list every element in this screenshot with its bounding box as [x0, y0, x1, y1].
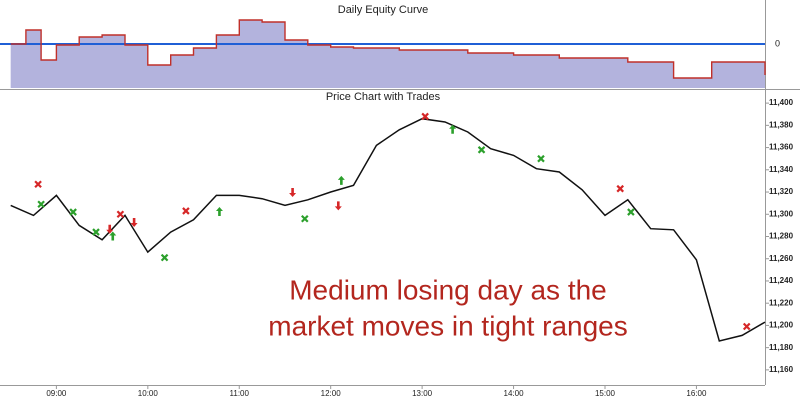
y-tick-label: 11,320 — [769, 187, 794, 196]
equity-area — [10, 20, 765, 88]
trade-entry — [106, 224, 114, 234]
x-tick-label: 13:00 — [412, 389, 433, 398]
x-tick-label: 16:00 — [686, 389, 707, 398]
equity-title: Daily Equity Curve — [338, 4, 428, 16]
trade-exit — [92, 228, 100, 236]
trade-entry — [449, 124, 457, 134]
x-tick-label: 14:00 — [504, 389, 525, 398]
trade-exit — [301, 214, 309, 223]
y-tick-label: 11,260 — [769, 254, 794, 263]
trade-exit — [477, 146, 486, 154]
y-tick-label: 11,220 — [769, 298, 794, 307]
annotation: market moves in tight ranges — [268, 310, 628, 341]
x-tick-label: 10:00 — [138, 389, 159, 398]
trade-exit — [69, 208, 77, 216]
annotation: Medium losing day as the — [289, 274, 607, 305]
trade-exit — [742, 322, 751, 331]
trade-entry — [130, 218, 138, 228]
y-tick-label: 11,160 — [769, 365, 794, 374]
trade-exit — [616, 184, 625, 193]
y-tick-label: 11,180 — [769, 343, 794, 352]
x-tick-label: 09:00 — [46, 389, 67, 398]
y-tick-label: 11,380 — [769, 120, 794, 129]
price-title: Price Chart with Trades — [326, 91, 441, 103]
trade-exit — [537, 154, 545, 163]
y-tick-label: 11,340 — [769, 165, 794, 174]
trade-exit — [34, 180, 42, 189]
y-tick-label: 11,400 — [769, 98, 794, 107]
trade-entry — [334, 201, 342, 211]
trade-entry — [215, 207, 223, 217]
y-tick-label: 11,240 — [769, 276, 794, 285]
equity-line — [10, 19, 766, 79]
y-tick-label: 0 — [775, 38, 780, 48]
y-tick-label: 11,200 — [769, 321, 794, 330]
trade-entry — [289, 188, 297, 198]
x-tick-label: 11:00 — [230, 389, 250, 398]
y-tick-label: 11,280 — [769, 232, 794, 241]
y-tick-label: 11,360 — [769, 143, 794, 152]
x-tick-label: 12:00 — [321, 389, 342, 398]
trade-entry — [109, 231, 117, 241]
trade-exit — [160, 253, 169, 262]
trade-exit — [421, 112, 429, 121]
trade-exit — [182, 207, 190, 215]
x-tick-label: 15:00 — [595, 389, 616, 398]
trade-exit — [116, 210, 125, 219]
y-tick-label: 11,300 — [769, 209, 794, 218]
price-line — [10, 117, 766, 342]
trade-exit — [37, 200, 45, 209]
trade-entry — [337, 175, 345, 185]
trade-exit — [627, 208, 635, 216]
